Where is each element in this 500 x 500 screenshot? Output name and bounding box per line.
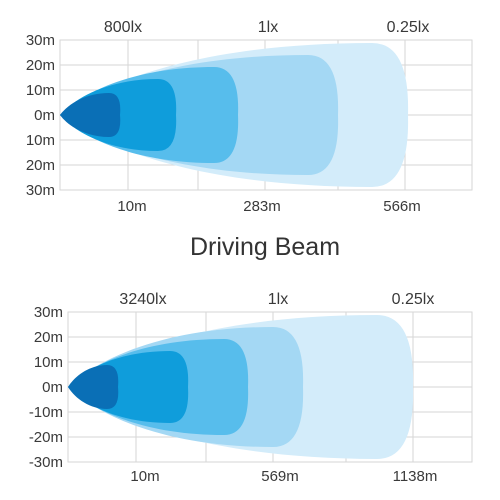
y-tick-label: 0m [34, 107, 55, 124]
y-tick-label: 20m [26, 157, 55, 174]
distance-label: 10m [117, 198, 146, 215]
distance-label: 1138m [393, 468, 438, 485]
lux-label: 0.25lx [392, 291, 435, 308]
y-tick-label: -30m [29, 454, 63, 471]
y-tick-label: 30m [34, 304, 63, 321]
y-tick-label: 20m [34, 329, 63, 346]
y-tick-label: 0m [42, 379, 63, 396]
beam-panel-2: 30m 20m 10m 0m -10m -20m -30m 3240lx 1lx 0.25lx 10… [29, 291, 473, 485]
y-tick-label: 10m [26, 82, 55, 99]
y-tick-label: 10m [26, 132, 55, 149]
y-tick-label: 10m [34, 354, 63, 371]
distance-label: 566m [383, 198, 421, 215]
lux-label: 800lx [104, 19, 142, 36]
lux-label: 3240lx [119, 291, 166, 308]
distance-label: 569m [261, 468, 299, 485]
distance-label: 10m [130, 468, 159, 485]
beam-contour-5 [60, 93, 121, 137]
beam-panel-1: 30m 20m 10m 0m 10m 20m 30m 800lx 1lx 0.25lx 10m 283… [26, 19, 473, 215]
y-tick-label: 20m [26, 57, 55, 74]
beam-title: Driving Beam [190, 233, 340, 261]
y-tick-label: -20m [29, 429, 63, 446]
y-tick-label: 30m [26, 182, 55, 199]
y-tick-label: -10m [29, 404, 63, 421]
lux-label: 0.25lx [387, 19, 430, 36]
lux-label: 1lx [258, 19, 278, 36]
lux-label: 1lx [268, 291, 288, 308]
y-tick-label: 30m [26, 32, 55, 49]
distance-label: 283m [243, 198, 281, 215]
beam-contour-5 [68, 365, 119, 409]
